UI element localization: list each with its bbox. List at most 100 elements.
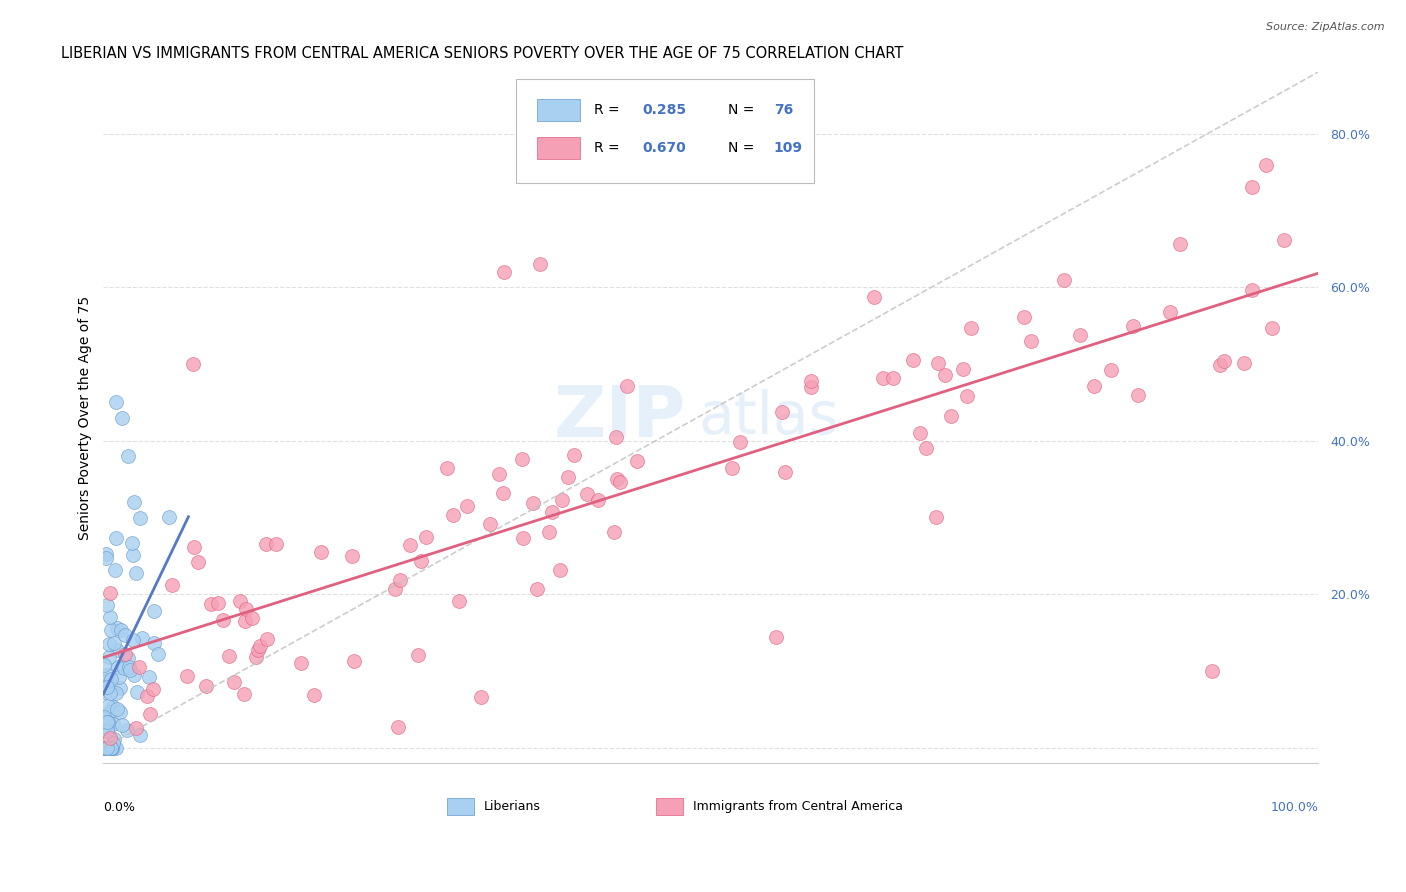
Point (121, 632, 143, 647)
FancyBboxPatch shape (657, 797, 683, 815)
Text: N =: N = (728, 141, 758, 155)
Point (101, 736, 124, 750)
Point (387, 720, 409, 734)
Point (1240, 284, 1263, 298)
Point (956, 388, 979, 402)
Point (117, 651, 139, 665)
Point (575, 487, 598, 501)
Point (108, 670, 131, 684)
Point (122, 495, 145, 509)
Point (602, 525, 624, 540)
Point (915, 441, 938, 455)
Point (384, 582, 406, 596)
Point (872, 371, 894, 385)
Point (176, 668, 198, 682)
Point (212, 613, 235, 627)
Point (122, 668, 145, 682)
Point (100, 686, 122, 700)
Point (104, 741, 127, 756)
Point (616, 378, 638, 392)
Point (194, 680, 217, 694)
Point (128, 660, 150, 674)
Point (94, 547, 117, 561)
Point (765, 630, 787, 644)
Point (98, 609, 121, 624)
Point (728, 434, 751, 449)
Point (800, 374, 823, 388)
Point (93, 741, 115, 756)
Point (551, 493, 574, 508)
FancyBboxPatch shape (537, 137, 579, 159)
Point (94, 685, 117, 699)
Text: 0.670: 0.670 (643, 141, 686, 155)
Point (117, 449, 139, 463)
Point (125, 566, 148, 580)
Text: Liberians: Liberians (484, 800, 540, 813)
Point (456, 499, 478, 513)
Point (96, 598, 118, 612)
Point (187, 555, 209, 569)
Point (1256, 158, 1278, 172)
Point (245, 650, 267, 665)
Point (114, 647, 136, 661)
Point (1170, 237, 1192, 252)
Text: atlas: atlas (699, 389, 839, 446)
Point (626, 454, 648, 468)
Text: LIBERIAN VS IMMIGRANTS FROM CENTRAL AMERICA SENIORS POVERTY OVER THE AGE OF 75 C: LIBERIAN VS IMMIGRANTS FROM CENTRAL AMER… (60, 46, 903, 62)
Point (120, 663, 142, 677)
Point (94, 551, 117, 566)
Point (1159, 305, 1181, 319)
Text: 109: 109 (773, 141, 803, 155)
Point (557, 470, 579, 484)
Point (121, 536, 143, 550)
Text: N =: N = (728, 103, 758, 117)
Point (93, 719, 115, 733)
Point (96, 722, 118, 736)
Text: 0.0%: 0.0% (104, 801, 135, 814)
Text: ZIP: ZIP (554, 384, 686, 452)
Point (925, 510, 948, 524)
Point (908, 425, 931, 440)
Point (157, 509, 180, 524)
Point (105, 621, 128, 635)
Point (249, 639, 271, 653)
Text: 0.285: 0.285 (643, 103, 688, 117)
Point (235, 601, 257, 615)
Text: Immigrants from Central America: Immigrants from Central America (693, 800, 903, 813)
Point (103, 635, 125, 649)
Point (436, 461, 458, 475)
Point (470, 690, 492, 704)
Point (409, 554, 432, 568)
Point (136, 689, 159, 703)
Point (122, 549, 145, 563)
Point (129, 728, 152, 742)
Point (800, 380, 823, 394)
Point (254, 537, 277, 551)
Point (1212, 354, 1234, 368)
Point (97, 637, 120, 651)
Point (1099, 363, 1122, 377)
Point (181, 357, 204, 371)
Point (770, 405, 793, 419)
Point (1019, 334, 1042, 348)
Point (1233, 356, 1256, 370)
Point (112, 661, 135, 675)
Point (290, 656, 312, 670)
FancyBboxPatch shape (516, 79, 814, 183)
Point (183, 540, 205, 554)
Point (96, 741, 118, 756)
Point (959, 320, 981, 334)
Point (101, 717, 124, 731)
Point (488, 467, 510, 481)
Point (522, 496, 544, 510)
Point (862, 290, 884, 304)
Point (224, 675, 246, 690)
Point (104, 563, 127, 577)
Point (125, 721, 148, 735)
Point (96, 680, 118, 694)
Point (927, 356, 949, 370)
Point (101, 700, 124, 714)
Point (605, 429, 627, 443)
Point (94, 741, 117, 756)
Point (398, 538, 420, 552)
